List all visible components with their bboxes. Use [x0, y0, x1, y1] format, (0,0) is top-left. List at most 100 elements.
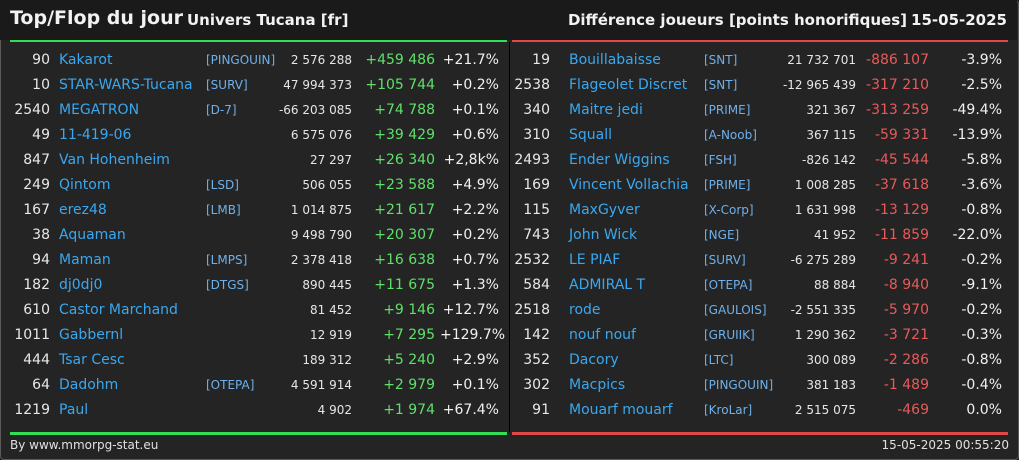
player-name-link[interactable]: nouf nouf [569, 327, 636, 343]
flop-row: 310 Squall [A-Noob] 367 115 -59 331 -13.9% [512, 123, 1008, 148]
player-name-link[interactable]: Maman [59, 252, 111, 268]
player-rank: 142 [523, 327, 550, 343]
player-rank: 167 [23, 202, 50, 218]
player-name-link[interactable]: rode [569, 302, 601, 318]
player-name-link[interactable]: Van Hohenheim [59, 152, 170, 168]
player-rank: 94 [32, 252, 50, 268]
player-name-link[interactable]: Bouillabaisse [569, 52, 661, 68]
top-row: 444 Tsar Cesc 189 312 +5 240 +2.9% [10, 348, 507, 373]
percent-change: -22.0% [952, 227, 1002, 243]
player-rank: 2493 [514, 152, 550, 168]
guild-tag-link[interactable]: [DTGS] [206, 278, 249, 292]
guild-tag-link[interactable]: [LTC] [704, 353, 734, 367]
player-points: -826 142 [802, 153, 856, 167]
percent-change: +0.1% [451, 377, 499, 393]
player-name-link[interactable]: Gabbernl [59, 327, 124, 343]
player-name-link[interactable]: Kakarot [59, 52, 113, 68]
player-rank: 310 [523, 127, 550, 143]
player-rank: 340 [523, 102, 550, 118]
player-name-link[interactable]: dj0dj0 [59, 277, 103, 293]
top-row: 610 Castor Marchand 81 452 +9 146 +12.7% [10, 298, 507, 323]
guild-tag-link[interactable]: [KroLar] [704, 403, 753, 417]
player-name-link[interactable]: Mouarf mouarf [569, 402, 673, 418]
guild-tag-link[interactable]: [PINGOUIN] [704, 378, 774, 392]
top-row: 1011 Gabbernl 12 919 +7 295 +129.7% [10, 323, 507, 348]
player-name-link[interactable]: MaxGyver [569, 202, 640, 218]
player-rank: 610 [23, 302, 50, 318]
player-name-link[interactable]: Qintom [59, 177, 111, 193]
player-name-link[interactable]: Dadohm [59, 377, 119, 393]
guild-tag-link[interactable]: [SURV] [704, 253, 746, 267]
player-name-link[interactable]: erez48 [59, 202, 107, 218]
points-difference: -59 331 [874, 127, 929, 143]
flop-row: 352 Dacory [LTC] 300 089 -2 286 -0.8% [512, 348, 1008, 373]
player-points: 300 089 [806, 353, 856, 367]
player-name-link[interactable]: LE PIAF [569, 252, 621, 268]
percent-change: -0.2% [961, 252, 1002, 268]
flop-row: 340 Maitre jedi [PRIME] 321 367 -313 259 -49.… [512, 98, 1008, 123]
player-name-link[interactable]: Tsar Cesc [59, 352, 125, 368]
player-name-link[interactable]: Squall [569, 127, 613, 143]
guild-tag-link[interactable]: [FSH] [704, 153, 737, 167]
player-points: -2 551 335 [790, 303, 856, 317]
player-rank: 169 [523, 177, 550, 193]
player-name-link[interactable]: Ender Wiggins [569, 152, 670, 168]
guild-tag-link[interactable]: [PRIME] [704, 178, 751, 192]
points-difference: +20 307 [374, 227, 435, 243]
player-name-link[interactable]: Dacory [569, 352, 619, 368]
player-name-link[interactable]: Vincent Vollachia [569, 177, 689, 193]
points-difference: +1 974 [383, 402, 435, 418]
guild-tag-link[interactable]: [LSD] [206, 178, 239, 192]
guild-tag-link[interactable]: [PINGOUIN] [206, 53, 276, 67]
top-row: 847 Van Hohenheim 27 297 +26 340 +2,8k% [10, 148, 507, 173]
player-rank: 249 [23, 177, 50, 193]
player-rank: 115 [523, 202, 550, 218]
player-points: 4 591 914 [290, 378, 352, 392]
column-divider [509, 42, 510, 432]
player-name-link[interactable]: MEGATRON [59, 102, 140, 118]
date-label: 15-05-2025 [911, 11, 1007, 29]
player-points: 1 008 285 [794, 178, 856, 192]
player-name-link[interactable]: Aquaman [59, 227, 126, 243]
guild-tag-link[interactable]: [X-Corp] [704, 203, 754, 217]
guild-tag-link[interactable]: [LMPS] [206, 253, 248, 267]
player-rank: 1011 [14, 327, 50, 343]
player-name-link[interactable]: ADMIRAL T [569, 277, 646, 293]
guild-tag-link[interactable]: [GAULOIS] [704, 303, 767, 317]
player-name-link[interactable]: Maitre jedi [569, 102, 643, 118]
points-difference: +11 675 [374, 277, 435, 293]
guild-tag-link[interactable]: [SURV] [206, 78, 248, 92]
flop-row: 584 ADMIRAL T [OTEPA] 88 884 -8 940 -9.1% [512, 273, 1008, 298]
top-accent-bar [10, 40, 507, 42]
player-name-link[interactable]: Macpics [569, 377, 626, 393]
player-name-link[interactable]: Flageolet Discret [569, 77, 688, 93]
guild-tag-link[interactable]: [GRUIIK] [704, 328, 755, 342]
percent-change: -9.1% [961, 277, 1002, 293]
guild-tag-link[interactable]: [D-7] [206, 103, 237, 117]
player-name-link[interactable]: 11-419-06 [59, 127, 132, 143]
guild-tag-link[interactable]: [LMB] [206, 203, 241, 217]
guild-tag-link[interactable]: [PRIME] [704, 103, 751, 117]
percent-change: +0.2% [451, 227, 499, 243]
player-name-link[interactable]: Paul [59, 402, 89, 418]
top-accent-bar-bottom [10, 432, 507, 435]
guild-tag-link[interactable]: [A-Noob] [704, 128, 757, 142]
guild-tag-link[interactable]: [NGE] [704, 228, 740, 242]
player-points: 4 902 [317, 403, 352, 417]
points-difference: +21 617 [374, 202, 435, 218]
player-rank: 2518 [514, 302, 550, 318]
guild-tag-link[interactable]: [SNT] [704, 53, 738, 67]
guild-tag-link[interactable]: [OTEPA] [704, 278, 753, 292]
top-row: 10 STAR-WARS-Tucana [SURV] 47 994 373 +105 7… [10, 73, 507, 98]
guild-tag-link[interactable]: [SNT] [704, 78, 738, 92]
player-name-link[interactable]: STAR-WARS-Tucana [59, 77, 193, 93]
player-rank: 2538 [514, 77, 550, 93]
percent-change: +1.3% [451, 277, 499, 293]
flop-row: 91 Mouarf mouarf [KroLar] 2 515 075 -469 0.0% [512, 398, 1008, 423]
player-name-link[interactable]: John Wick [569, 227, 638, 243]
percent-change: -5.8% [961, 152, 1002, 168]
percent-change: -49.4% [952, 102, 1002, 118]
points-difference: -886 107 [866, 52, 929, 68]
guild-tag-link[interactable]: [OTEPA] [206, 378, 255, 392]
player-name-link[interactable]: Castor Marchand [59, 302, 178, 318]
